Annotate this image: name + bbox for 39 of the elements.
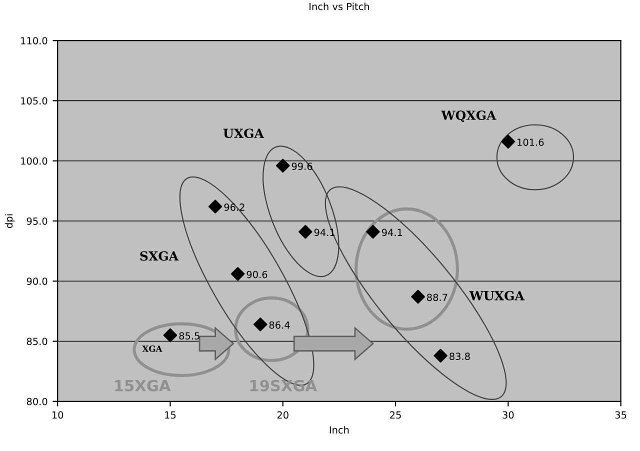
x-tick-label: 15: [165, 411, 176, 419]
y-tick-label: 85.0: [26, 338, 48, 346]
annotation: XGA: [142, 346, 162, 352]
point: [411, 290, 425, 304]
point: [163, 328, 178, 342]
data-label: 94.1: [382, 228, 402, 236]
y-tick-label: 105.0: [21, 97, 48, 105]
data-label: 90.6: [246, 270, 268, 278]
chart-title: Inch vs Pitch: [310, 2, 369, 10]
y-tick-label: 100.0: [21, 157, 48, 165]
annotation: WQXGA: [441, 110, 496, 122]
point: [253, 318, 268, 332]
point: [208, 200, 222, 214]
annotation: WUXGA: [469, 290, 525, 300]
annotation: 19SXGA: [250, 380, 318, 392]
data-label: 101.6: [518, 138, 544, 146]
annotation: SXGA: [140, 251, 179, 261]
point: [501, 134, 516, 149]
x-tick-label: 35: [615, 411, 626, 419]
data-label: 88.7: [427, 294, 448, 302]
point: [230, 267, 245, 281]
point: [298, 224, 312, 239]
y-tick-label: 110.0: [21, 37, 48, 44]
y-tick-label: 80.0: [26, 398, 48, 406]
y-axis-title: dpi: [5, 214, 14, 228]
data-label: 83.8: [450, 352, 470, 360]
x-tick-label: 10: [52, 411, 64, 419]
y-tick-label: 95.0: [26, 217, 48, 225]
point: [276, 158, 290, 173]
point: [366, 224, 380, 239]
x-tick-label: 30: [502, 411, 514, 419]
x-tick-label: 20: [277, 411, 288, 419]
data-label: 86.4: [269, 321, 290, 329]
data-label: 85.5: [179, 332, 200, 340]
x-tick-label: 25: [390, 411, 401, 419]
y-tick-label: 90.0: [26, 278, 48, 285]
point: [434, 348, 448, 363]
annotation: UXGA: [223, 128, 264, 138]
x-axis-title: Inch: [330, 426, 349, 434]
